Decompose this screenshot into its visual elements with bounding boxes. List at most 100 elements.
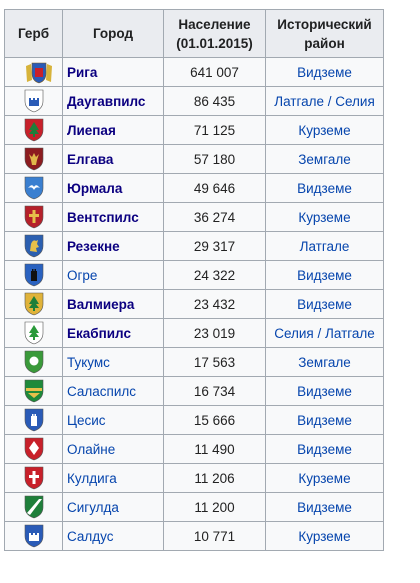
ogre-coat-of-arms-icon[interactable] [24,263,44,287]
city-link[interactable]: Сигулда [67,499,119,515]
city-link[interactable]: Елгава [67,151,114,167]
population-cell: 36 274 [163,202,266,232]
header-region[interactable]: Исторический район [265,9,384,58]
saldus-coat-of-arms-icon[interactable] [24,524,44,548]
city-cell: Кулдига [62,463,164,493]
table-row: Сигулда 11 200 Видземе [4,492,384,522]
arms-cell [4,521,63,551]
daugavpils-coat-of-arms-icon[interactable] [24,89,44,113]
table-row: Саласпилс 16 734 Видземе [4,376,384,406]
population-cell: 23 432 [163,289,266,319]
table-row: Резекне 29 317 Латгале [4,231,384,261]
region-link[interactable]: Земгале [265,144,384,174]
salaspils-coat-of-arms-icon[interactable] [24,379,44,403]
population-cell: 10 771 [163,521,266,551]
city-link[interactable]: Кулдига [67,470,117,486]
tukums-coat-of-arms-icon[interactable] [24,350,44,374]
city-link[interactable]: Резекне [67,238,120,254]
rezekne-coat-of-arms-icon[interactable] [24,234,44,258]
arms-cell [4,173,63,203]
city-link[interactable]: Салдус [67,528,114,544]
table-row: Вентспилс 36 274 Курземе [4,202,384,232]
region-link[interactable]: Курземе [265,115,384,145]
region-link[interactable]: Видземе [265,376,384,406]
population-cell: 11 490 [163,434,266,464]
population-cell: 15 666 [163,405,266,435]
jelgava-coat-of-arms-icon[interactable] [24,147,44,171]
city-link[interactable]: Тукумс [67,354,110,370]
population-cell: 71 125 [163,115,266,145]
city-link[interactable]: Олайне [67,441,116,457]
region-link[interactable]: Видземе [265,405,384,435]
arms-cell [4,434,63,464]
table-header-row: Герб Город Население (01.01.2015) Истори… [4,9,384,58]
region-link[interactable]: Видземе [265,289,384,319]
ventspils-coat-of-arms-icon[interactable] [24,205,44,229]
city-link[interactable]: Екабпилс [67,325,131,341]
city-cell: Даугавпилс [62,86,164,116]
city-cell: Валмиера [62,289,164,319]
table-wrapper: Герб Город Население (01.01.2015) Истори… [4,9,384,551]
population-cell: 11 206 [163,463,266,493]
region-link[interactable]: Курземе [265,202,384,232]
population-cell: 24 322 [163,260,266,290]
riga-coat-of-arms-icon[interactable] [24,60,52,84]
arms-cell [4,86,63,116]
city-link[interactable]: Огре [67,267,98,283]
arms-cell [4,144,63,174]
table-row: Лиепая 71 125 Курземе [4,115,384,145]
city-cell: Лиепая [62,115,164,145]
arms-cell [4,115,63,145]
region-link[interactable]: Видземе [265,434,384,464]
table-row: Даугавпилс 86 435 Латгале / Селия [4,86,384,116]
arms-cell [4,347,63,377]
city-link[interactable]: Валмиера [67,296,135,312]
arms-cell [4,57,63,87]
jurmala-coat-of-arms-icon[interactable] [24,176,44,200]
region-link[interactable]: Земгале [265,347,384,377]
region-link[interactable]: Селия / Латгале [265,318,384,348]
arms-cell [4,492,63,522]
kuldiga-coat-of-arms-icon[interactable] [24,466,44,490]
region-link[interactable]: Видземе [265,260,384,290]
region-link[interactable]: Видземе [265,173,384,203]
table-row: Кулдига 11 206 Курземе [4,463,384,493]
region-link[interactable]: Латгале / Селия [265,86,384,116]
city-link[interactable]: Даугавпилс [67,93,146,109]
arms-cell [4,231,63,261]
olaine-coat-of-arms-icon[interactable] [24,437,44,461]
city-cell: Вентспилс [62,202,164,232]
region-link[interactable]: Видземе [265,57,384,87]
city-cell: Саласпилс [62,376,164,406]
table-row: Юрмала 49 646 Видземе [4,173,384,203]
city-link[interactable]: Рига [67,64,98,80]
city-link[interactable]: Цесис [67,412,106,428]
city-cell: Елгава [62,144,164,174]
city-cell: Тукумс [62,347,164,377]
region-link[interactable]: Латгале [265,231,384,261]
city-cell: Огре [62,260,164,290]
city-link[interactable]: Лиепая [67,122,116,138]
cities-table: Герб Город Население (01.01.2015) Истори… [4,9,384,551]
jekabpils-coat-of-arms-icon[interactable] [24,321,44,345]
table-row: Салдус 10 771 Курземе [4,521,384,551]
city-link[interactable]: Саласпилс [67,383,137,399]
header-city[interactable]: Город [62,9,164,58]
city-link[interactable]: Вентспилс [67,209,139,225]
region-link[interactable]: Курземе [265,521,384,551]
sigulda-coat-of-arms-icon[interactable] [24,495,44,519]
header-population[interactable]: Население (01.01.2015) [163,9,266,58]
header-arms[interactable]: Герб [4,9,63,58]
city-cell: Сигулда [62,492,164,522]
city-cell: Екабпилс [62,318,164,348]
cesis-coat-of-arms-icon[interactable] [24,408,44,432]
liepaja-coat-of-arms-icon[interactable] [24,118,44,142]
arms-cell [4,376,63,406]
valmiera-coat-of-arms-icon[interactable] [24,292,44,316]
arms-cell [4,202,63,232]
population-cell: 29 317 [163,231,266,261]
arms-cell [4,463,63,493]
city-link[interactable]: Юрмала [67,180,123,196]
region-link[interactable]: Видземе [265,492,384,522]
region-link[interactable]: Курземе [265,463,384,493]
